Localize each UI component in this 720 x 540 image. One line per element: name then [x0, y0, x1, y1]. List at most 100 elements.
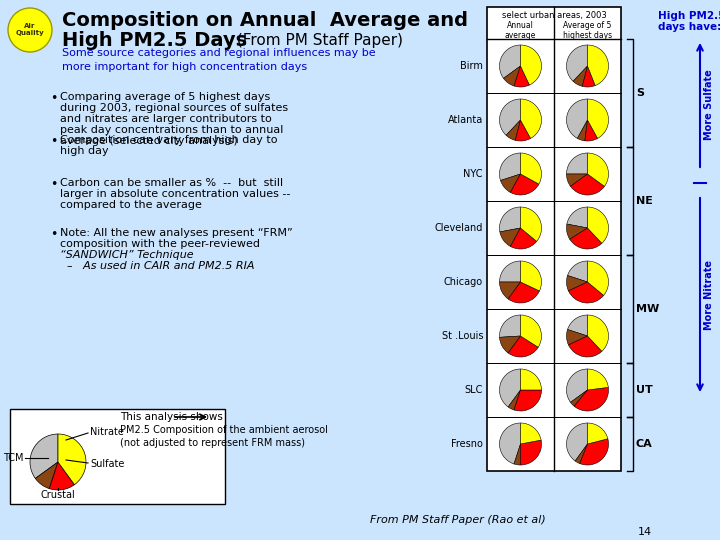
- Wedge shape: [577, 120, 588, 141]
- Wedge shape: [500, 261, 521, 282]
- Wedge shape: [567, 153, 588, 174]
- Wedge shape: [588, 153, 608, 186]
- Wedge shape: [500, 153, 521, 180]
- Wedge shape: [570, 228, 602, 249]
- Wedge shape: [575, 444, 588, 463]
- Text: •: •: [50, 178, 58, 191]
- Wedge shape: [508, 282, 539, 303]
- Text: SLC: SLC: [464, 385, 483, 395]
- Bar: [10, 409, 225, 504]
- Wedge shape: [570, 390, 588, 406]
- Wedge shape: [500, 174, 521, 192]
- Text: Nitrate: Nitrate: [90, 427, 124, 437]
- Wedge shape: [500, 282, 521, 299]
- Wedge shape: [588, 99, 608, 138]
- Wedge shape: [514, 66, 529, 87]
- Text: •: •: [50, 228, 58, 241]
- Text: average (selected city analysis): average (selected city analysis): [60, 136, 238, 146]
- Text: Note: All the new analyses present “FRM”: Note: All the new analyses present “FRM”: [60, 228, 293, 238]
- Wedge shape: [582, 66, 595, 87]
- Wedge shape: [503, 66, 521, 86]
- Text: •: •: [50, 92, 58, 105]
- Wedge shape: [580, 439, 608, 465]
- Text: “SANDWICH” Technique: “SANDWICH” Technique: [60, 250, 194, 260]
- Wedge shape: [516, 120, 531, 141]
- Wedge shape: [588, 45, 608, 85]
- Wedge shape: [514, 444, 521, 465]
- Wedge shape: [567, 207, 588, 228]
- Wedge shape: [500, 228, 521, 246]
- Wedge shape: [521, 315, 541, 347]
- Wedge shape: [574, 387, 608, 411]
- Wedge shape: [521, 45, 541, 85]
- Wedge shape: [567, 423, 588, 461]
- Wedge shape: [567, 224, 588, 239]
- Text: From PM Staff Paper (Rao et al): From PM Staff Paper (Rao et al): [370, 515, 546, 525]
- Wedge shape: [510, 228, 536, 249]
- Text: St .Louis: St .Louis: [441, 331, 483, 341]
- Wedge shape: [50, 462, 74, 490]
- Wedge shape: [588, 369, 608, 390]
- Text: High PM2.5 Days: High PM2.5 Days: [62, 30, 247, 50]
- Wedge shape: [567, 99, 588, 138]
- Text: PM2.5 Composition of the ambient aerosol: PM2.5 Composition of the ambient aerosol: [120, 425, 328, 435]
- Wedge shape: [567, 329, 588, 345]
- Wedge shape: [588, 423, 608, 444]
- Text: 14: 14: [638, 527, 652, 537]
- Text: (From PM Staff Paper): (From PM Staff Paper): [232, 32, 403, 48]
- Wedge shape: [588, 315, 608, 352]
- Text: (not adjusted to represent FRM mass): (not adjusted to represent FRM mass): [120, 438, 305, 448]
- Wedge shape: [508, 390, 521, 410]
- Text: Annual
average: Annual average: [505, 21, 536, 40]
- Wedge shape: [521, 423, 541, 444]
- Text: composition with the peer-reviewed: composition with the peer-reviewed: [60, 239, 260, 249]
- Wedge shape: [521, 207, 541, 241]
- Wedge shape: [521, 261, 541, 291]
- Text: NE: NE: [636, 196, 653, 206]
- Wedge shape: [500, 45, 521, 78]
- Wedge shape: [567, 174, 588, 186]
- Text: days have:: days have:: [658, 22, 720, 32]
- Wedge shape: [30, 434, 58, 478]
- Text: Carbon can be smaller as %  --  but  still: Carbon can be smaller as % -- but still: [60, 178, 283, 188]
- Wedge shape: [570, 174, 605, 195]
- Text: Some source categories and regional influences may be
more important for high co: Some source categories and regional infl…: [62, 49, 376, 72]
- Circle shape: [8, 8, 52, 52]
- Text: Crustal: Crustal: [40, 490, 76, 500]
- Text: Comparing average of 5 highest days: Comparing average of 5 highest days: [60, 92, 270, 102]
- Wedge shape: [573, 66, 588, 86]
- Text: Composition can vary from high day to: Composition can vary from high day to: [60, 135, 277, 145]
- Wedge shape: [569, 282, 603, 303]
- Wedge shape: [514, 390, 541, 411]
- Text: Birm: Birm: [460, 61, 483, 71]
- Text: and nitrates are larger contributors to: and nitrates are larger contributors to: [60, 114, 271, 124]
- Text: Chicago: Chicago: [444, 277, 483, 287]
- Text: Sulfate: Sulfate: [90, 459, 125, 469]
- Text: high day: high day: [60, 146, 109, 156]
- Text: –   As used in CAIR and PM2.5 RIA: – As used in CAIR and PM2.5 RIA: [60, 261, 254, 271]
- Wedge shape: [585, 120, 598, 141]
- Text: Composition on Annual  Average and: Composition on Annual Average and: [62, 10, 468, 30]
- Wedge shape: [588, 261, 608, 295]
- Wedge shape: [567, 45, 588, 82]
- Wedge shape: [521, 369, 541, 390]
- Wedge shape: [500, 99, 521, 136]
- Text: Air
Quality: Air Quality: [16, 24, 45, 37]
- Bar: [487, 7, 621, 471]
- Text: Average of 5
highest days: Average of 5 highest days: [563, 21, 612, 40]
- Wedge shape: [567, 315, 588, 336]
- Wedge shape: [500, 207, 521, 232]
- Text: More Nitrate: More Nitrate: [704, 260, 714, 330]
- Text: Cleveland: Cleveland: [435, 223, 483, 233]
- Text: NYC: NYC: [464, 169, 483, 179]
- Wedge shape: [508, 336, 539, 357]
- Wedge shape: [521, 153, 541, 184]
- Wedge shape: [35, 462, 58, 489]
- Wedge shape: [506, 120, 521, 140]
- Wedge shape: [588, 207, 608, 244]
- Wedge shape: [569, 336, 602, 357]
- Text: compared to the average: compared to the average: [60, 200, 202, 210]
- Text: MW: MW: [636, 304, 660, 314]
- Wedge shape: [567, 261, 588, 282]
- Text: S: S: [636, 88, 644, 98]
